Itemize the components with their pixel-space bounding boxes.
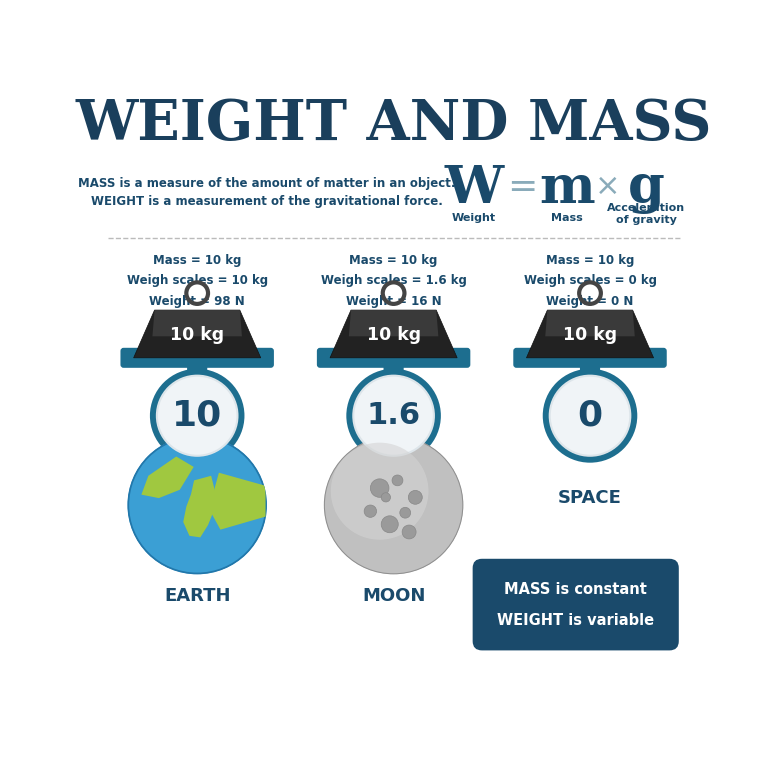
Circle shape <box>364 505 376 518</box>
Text: Acceleration
of gravity: Acceleration of gravity <box>607 203 685 224</box>
Text: SPACE: SPACE <box>558 489 622 507</box>
Circle shape <box>381 493 390 502</box>
Text: 10 kg: 10 kg <box>563 326 617 344</box>
Text: Weight = 0 N: Weight = 0 N <box>546 295 634 308</box>
Text: Weight = 16 N: Weight = 16 N <box>346 295 442 308</box>
Text: Weight = 98 N: Weight = 98 N <box>149 295 245 308</box>
Polygon shape <box>330 310 457 358</box>
FancyBboxPatch shape <box>472 559 679 650</box>
Text: =: = <box>507 170 538 204</box>
Circle shape <box>157 376 237 455</box>
Polygon shape <box>545 310 635 336</box>
Text: 10: 10 <box>172 399 222 432</box>
Text: ×: × <box>594 172 621 201</box>
FancyBboxPatch shape <box>580 363 600 383</box>
Text: Weigh scales = 10 kg: Weigh scales = 10 kg <box>127 274 268 287</box>
Text: Mass = 10 kg: Mass = 10 kg <box>153 253 241 266</box>
FancyBboxPatch shape <box>317 348 470 368</box>
Circle shape <box>370 479 389 498</box>
Text: 0: 0 <box>578 399 603 432</box>
FancyBboxPatch shape <box>121 348 274 368</box>
Circle shape <box>324 435 463 574</box>
Circle shape <box>402 525 416 539</box>
Circle shape <box>392 475 403 486</box>
Text: 10 kg: 10 kg <box>366 326 421 344</box>
Polygon shape <box>211 472 266 530</box>
Circle shape <box>543 369 637 462</box>
Polygon shape <box>527 310 654 358</box>
Text: Mass: Mass <box>551 213 583 223</box>
FancyBboxPatch shape <box>187 363 207 383</box>
Text: Weigh scales = 0 kg: Weigh scales = 0 kg <box>524 274 657 287</box>
Circle shape <box>381 516 399 533</box>
Polygon shape <box>141 456 194 498</box>
Circle shape <box>550 376 631 455</box>
Text: 10 kg: 10 kg <box>170 326 224 344</box>
Circle shape <box>127 435 267 574</box>
Text: MASS is constant: MASS is constant <box>505 582 647 598</box>
Text: Weight: Weight <box>452 213 496 223</box>
Text: 1.6: 1.6 <box>366 401 421 430</box>
Circle shape <box>409 491 422 505</box>
Text: MOON: MOON <box>362 587 425 605</box>
Text: Mass = 10 kg: Mass = 10 kg <box>546 253 634 266</box>
Polygon shape <box>184 475 216 538</box>
FancyBboxPatch shape <box>383 363 404 383</box>
Text: EARTH: EARTH <box>164 587 230 605</box>
Circle shape <box>346 369 441 462</box>
Circle shape <box>150 369 244 462</box>
Text: W: W <box>445 163 504 214</box>
Polygon shape <box>152 310 242 336</box>
Text: MASS is a measure of the amount of matter in an object.: MASS is a measure of the amount of matte… <box>78 177 455 190</box>
Text: WEIGHT AND MASS: WEIGHT AND MASS <box>75 97 712 152</box>
Text: m: m <box>539 163 595 214</box>
Text: Mass = 10 kg: Mass = 10 kg <box>349 253 438 266</box>
Text: WEIGHT is a measurement of the gravitational force.: WEIGHT is a measurement of the gravitati… <box>91 195 442 208</box>
Circle shape <box>353 376 434 455</box>
Text: Weigh scales = 1.6 kg: Weigh scales = 1.6 kg <box>321 274 466 287</box>
Polygon shape <box>349 310 439 336</box>
FancyBboxPatch shape <box>513 348 667 368</box>
Text: g: g <box>627 163 664 214</box>
Circle shape <box>400 508 411 518</box>
Circle shape <box>331 442 429 540</box>
Text: WEIGHT is variable: WEIGHT is variable <box>497 613 654 628</box>
Polygon shape <box>134 310 260 358</box>
